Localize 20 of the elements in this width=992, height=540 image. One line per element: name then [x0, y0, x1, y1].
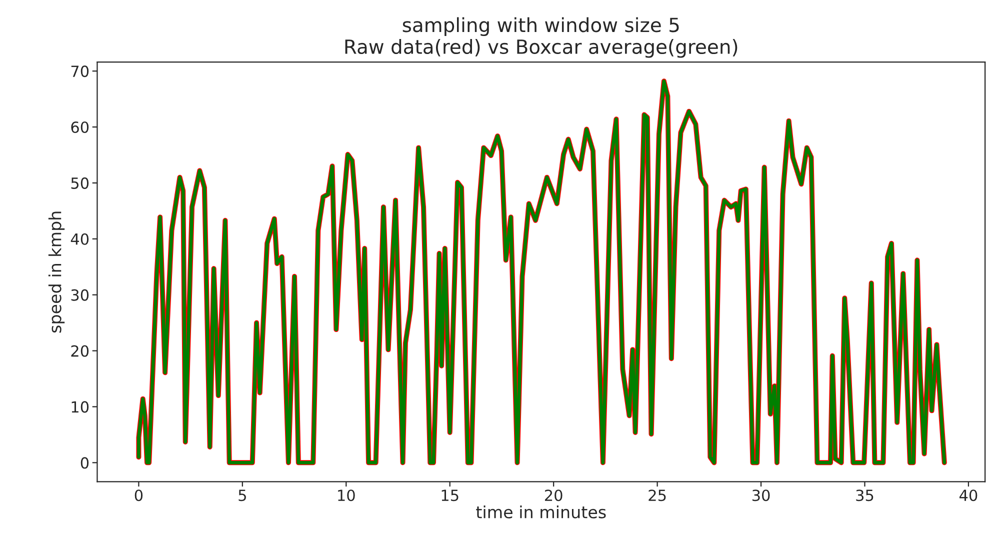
x-tick-label: 25 [648, 490, 666, 502]
x-tick-label: 5 [238, 490, 246, 502]
y-tick-label: 70 [71, 66, 89, 78]
x-tick-label: 0 [134, 490, 143, 502]
y-tick-label: 40 [70, 233, 89, 245]
x-tick-label: 15 [442, 490, 458, 502]
y-tick-label: 60 [71, 121, 89, 134]
x-tick-label: 40 [959, 490, 978, 502]
x-tick-label: 30 [752, 490, 770, 502]
y-tick-label: 50 [71, 177, 89, 189]
chart-title: sampling with window size 5 Raw data(red) vs Boxcar average(green) [345, 17, 738, 58]
y-tick-label: 0 [80, 457, 89, 469]
y-tick-label: 20 [71, 345, 89, 357]
y-tick-label: 30 [71, 289, 89, 301]
x-tick-label: 35 [856, 490, 874, 502]
y-tick-label: 10 [72, 401, 89, 413]
y-axis-title: speed in kmph [48, 212, 65, 333]
x-tick-label: 20 [544, 490, 562, 502]
x-tick-label: 10 [338, 490, 355, 502]
x-axis-title: time in minutes [476, 505, 606, 518]
